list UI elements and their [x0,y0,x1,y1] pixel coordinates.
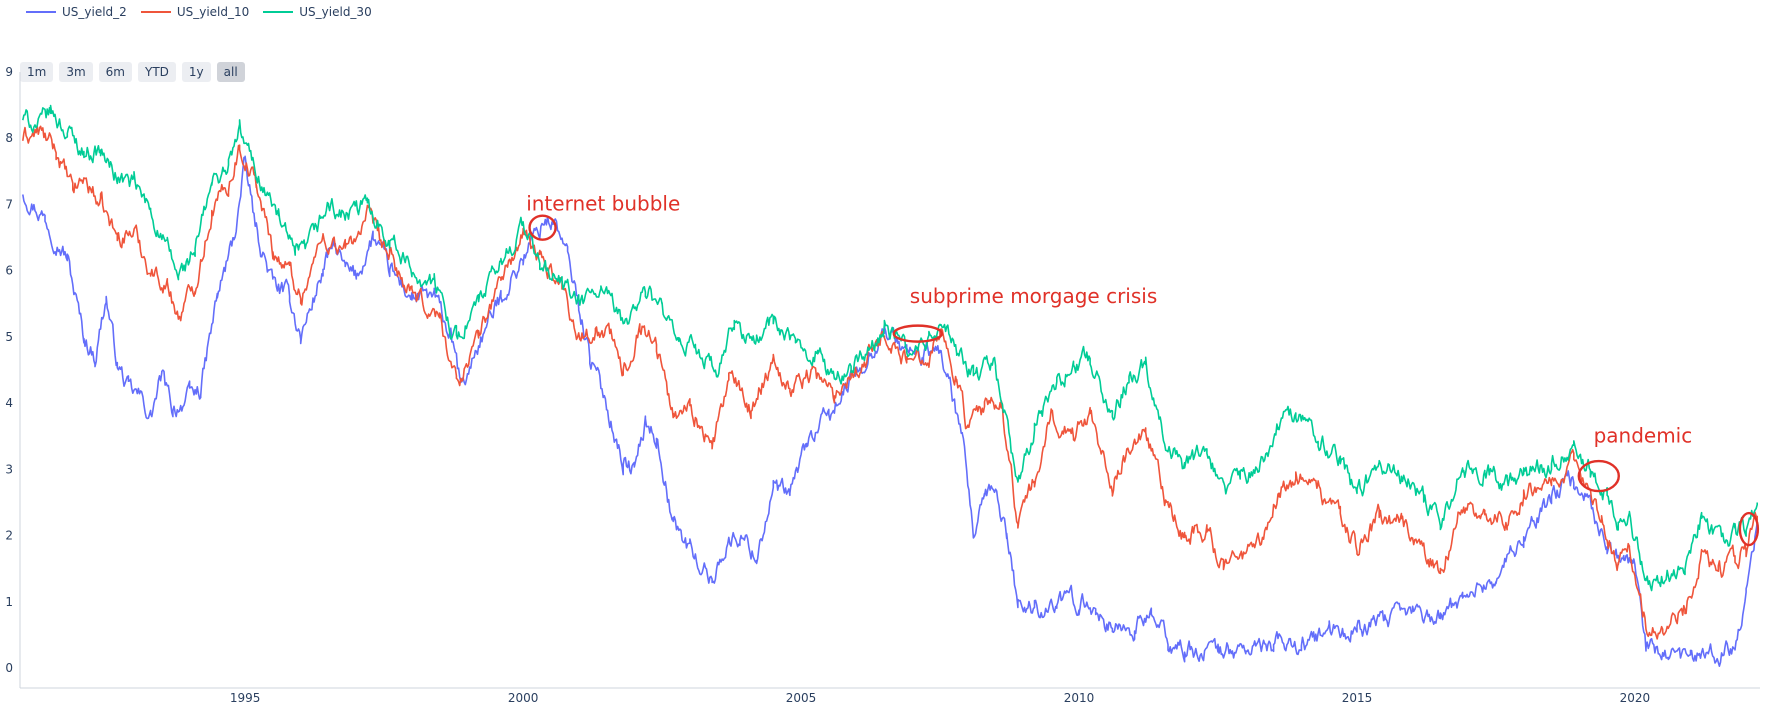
annotation-label: internet bubble [526,191,680,215]
y-tick-label: 4 [5,396,13,410]
range-button-1y[interactable]: 1y [181,62,211,82]
x-tick-label: 2000 [508,691,539,705]
range-button-3m[interactable]: 3m [59,62,93,82]
range-button-all[interactable]: all [216,62,245,82]
y-tick-label: 5 [5,330,13,344]
annotation-marker [892,324,943,343]
x-tick-label: 2005 [786,691,817,705]
legend-label: US_yield_10 [176,5,250,19]
range-button-1m[interactable]: 1m [20,62,54,82]
legend-item-us-yield-2[interactable]: US_yield_2 [26,5,127,19]
series-line-us-yield-2 [22,155,1758,667]
legend-item-us-yield-30[interactable]: US_yield_30 [263,5,372,19]
x-tick-label: 2010 [1064,691,1095,705]
range-selector: 1m 3m 6m YTD 1y all [20,62,245,82]
legend-label: US_yield_30 [299,5,372,19]
series-line-us-yield-10 [22,125,1758,640]
annotation-marker [1738,511,1760,547]
range-button-ytd[interactable]: YTD [137,62,176,82]
x-tick-label: 1995 [230,691,261,705]
annotation-marker [528,214,557,241]
y-tick-label: 7 [5,197,13,211]
annotation-marker [1577,459,1620,493]
y-tick-label: 2 [5,529,13,543]
x-tick-label: 2020 [1620,691,1651,705]
legend-swatch [263,11,294,13]
y-tick-label: 9 [5,65,13,79]
range-button-6m[interactable]: 6m [98,62,132,82]
annotation-label: pandemic [1594,423,1693,447]
y-tick-label: 1 [5,595,13,609]
legend-swatch [140,11,171,13]
legend-swatch [26,11,56,13]
y-tick-label: 0 [5,661,13,675]
annotation-label: subprime morgage crisis [910,284,1157,308]
legend: US_yield_2 US_yield_10 US_yield_30 [26,2,372,22]
legend-label: US_yield_2 [62,5,127,19]
y-tick-label: 8 [5,131,13,145]
series-line-us-yield-30 [22,104,1758,592]
y-tick-label: 3 [5,462,13,476]
legend-item-us-yield-10[interactable]: US_yield_10 [140,5,250,19]
x-tick-label: 2015 [1342,691,1373,705]
y-tick-label: 6 [5,264,13,278]
